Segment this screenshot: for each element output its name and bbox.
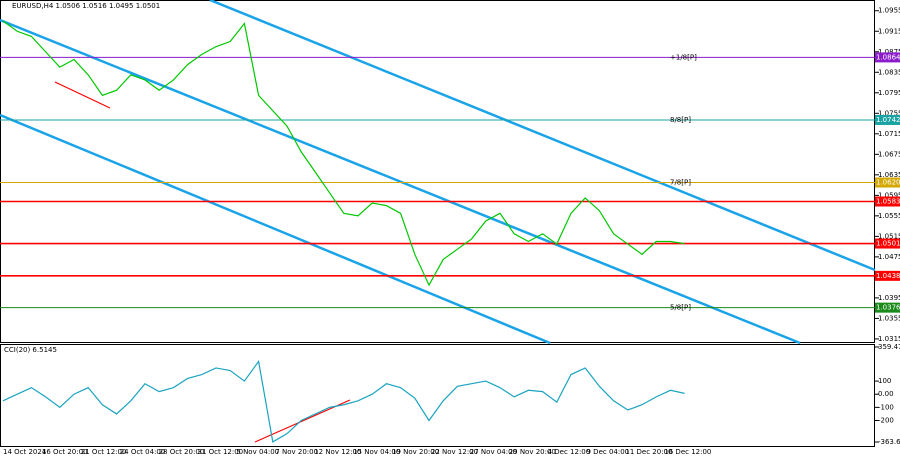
y-tick-label: 1.0915 — [878, 27, 900, 35]
y-tick-label: 1.0675 — [878, 150, 900, 158]
y-tick-label: -363.6491 — [878, 438, 900, 446]
indicator-panel — [0, 344, 875, 447]
x-tick-label: 31 Oct 12:00 — [198, 448, 244, 456]
level-box — [875, 114, 900, 125]
y-tick-label: 1.0835 — [878, 68, 900, 76]
price-line — [2, 20, 685, 287]
price-line — [2, 359, 685, 443]
level-label: 1.0438 — [876, 272, 900, 280]
y-tick-label: 1.0635 — [878, 171, 900, 179]
channel-line — [0, 113, 551, 345]
level-box — [875, 302, 900, 313]
level-tag: 7/8[P] — [670, 179, 691, 187]
level-label: 1.0583 — [876, 197, 900, 205]
level-box — [875, 177, 900, 188]
channel-line — [209, 0, 876, 272]
y-tick-label: 1.0395 — [878, 294, 900, 302]
x-tick-label: 7 Nov 20:00 — [275, 448, 318, 456]
y-tick-label: -100 — [878, 403, 894, 411]
x-tick-label: 16 Dec 12:00 — [664, 448, 711, 456]
x-tick-label: 12 Nov 12:00 — [314, 448, 361, 456]
divergence-line — [54, 81, 111, 109]
level-box — [875, 238, 900, 249]
level-box — [875, 196, 900, 207]
chart-title: EURUSD,H4 1.0506 1.0516 1.0495 1.0501 — [12, 2, 160, 10]
y-tick-label: 0.00 — [878, 390, 894, 398]
y-tick-label: 1.0515 — [878, 232, 900, 240]
y-tick-label: 1.0595 — [878, 191, 900, 199]
channel-line — [0, 18, 801, 345]
y-tick-label: 1.0875 — [878, 48, 900, 56]
level-label: 1.0501 — [876, 240, 900, 248]
y-tick-label: 1.0315 — [878, 335, 900, 343]
level-label: 1.0742 — [876, 116, 900, 124]
x-tick-label: 16 Oct 20:00 — [42, 448, 88, 456]
level-label: 1.0864 — [876, 53, 900, 61]
x-tick-label: 28 Oct 20:00 — [159, 448, 205, 456]
y-tick-label: 1.0715 — [878, 130, 900, 138]
x-tick-label: 24 Oct 04:00 — [120, 448, 166, 456]
level-box — [875, 270, 900, 281]
x-tick-label: 15 Nov 04:00 — [353, 448, 400, 456]
indicator-title: CCI(20) 6.5145 — [4, 346, 57, 354]
level-label: 1.0620 — [876, 179, 900, 187]
y-tick-label: 359.4729 — [878, 343, 900, 351]
x-tick-label: 29 Nov 20:00 — [509, 448, 556, 456]
y-tick-label: 1.0355 — [878, 314, 900, 322]
x-tick-label: 22 Nov 12:00 — [431, 448, 478, 456]
level-tag: 5/8[P] — [670, 304, 691, 312]
y-tick-label: 1.0795 — [878, 89, 900, 97]
main-panel — [0, 0, 875, 343]
x-tick-label: 21 Oct 12:00 — [81, 448, 127, 456]
level-tag: 8/8[P] — [670, 116, 691, 124]
x-tick-label: 27 Nov 04:00 — [470, 448, 517, 456]
y-tick-label: 1.0555 — [878, 212, 900, 220]
y-tick-label: 1.0955 — [878, 7, 900, 15]
y-tick-label: 1.0755 — [878, 109, 900, 117]
x-tick-label: 9 Dec 04:00 — [587, 448, 630, 456]
level-tag: +1/8[P] — [670, 53, 697, 61]
x-tick-label: 11 Dec 20:00 — [625, 448, 672, 456]
level-box — [875, 52, 900, 63]
x-tick-label: 5 Nov 04:00 — [236, 448, 279, 456]
channel — [0, 0, 876, 345]
y-tick-label: 100 — [878, 377, 891, 385]
level-label: 1.0376 — [876, 304, 900, 312]
x-tick-label: 19 Nov 20:00 — [392, 448, 439, 456]
x-tick-label: 14 Oct 2024 — [3, 448, 47, 456]
x-tick-label: 4 Dec 12:00 — [548, 448, 591, 456]
y-tick-label: 1.0475 — [878, 253, 900, 261]
y-tick-label: -200 — [878, 417, 894, 425]
